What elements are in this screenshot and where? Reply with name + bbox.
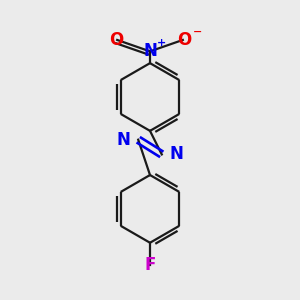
Text: O: O xyxy=(109,31,123,49)
Text: N: N xyxy=(117,131,131,149)
Text: O: O xyxy=(177,31,191,49)
Text: N: N xyxy=(143,42,157,60)
Text: N: N xyxy=(169,146,183,164)
Text: F: F xyxy=(144,256,156,274)
Text: −: − xyxy=(193,27,203,37)
Text: +: + xyxy=(157,38,167,48)
